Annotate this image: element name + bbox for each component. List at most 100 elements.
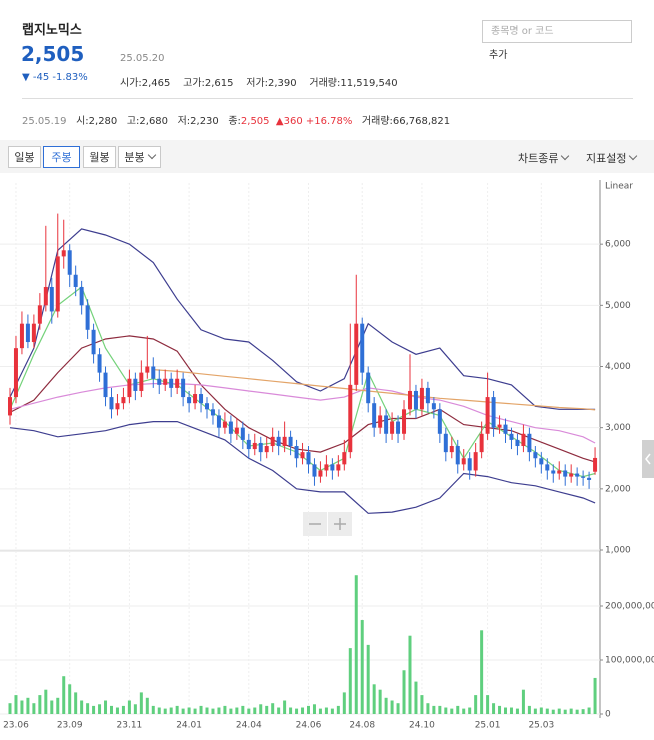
volume-bar [253, 707, 257, 714]
volume-bar [211, 708, 215, 714]
volume-bar [56, 697, 60, 714]
volume-bar [199, 705, 203, 714]
volume-bar [444, 707, 448, 714]
volume-bar [50, 700, 54, 714]
candle-body [593, 457, 598, 472]
chevron [629, 151, 638, 161]
scale-label: Linear [605, 182, 633, 192]
volume-bar [330, 708, 334, 714]
candle-body [163, 378, 168, 385]
x-tick-label: 24.06 [296, 721, 322, 731]
stat: 저가:2,390 [246, 78, 297, 89]
indicator-line [9, 383, 596, 444]
add-button[interactable]: 추가 [489, 50, 508, 61]
volume-bar [354, 575, 358, 714]
y-tick-label: 6,000 [605, 240, 631, 250]
candle-body [127, 378, 132, 398]
volume-bar [121, 705, 125, 714]
volume-bar [271, 703, 275, 714]
tab[interactable]: 일봉 [8, 146, 41, 168]
candle-body [330, 464, 335, 471]
candle-body [425, 387, 430, 404]
y-tick-label: 5,000 [605, 301, 631, 311]
volume-bar [557, 708, 561, 714]
volume-bar [575, 709, 579, 714]
menu[interactable]: 차트종류 [518, 150, 570, 166]
candle-body [455, 446, 460, 465]
candle-body [587, 477, 592, 480]
candle-body [372, 403, 377, 428]
candle-body [575, 473, 580, 477]
candle-body [216, 415, 221, 428]
x-tick-label: 23.09 [57, 721, 83, 731]
stat: 고가:2,615 [183, 78, 234, 89]
candle-body [407, 390, 412, 410]
volume-bar [474, 695, 478, 714]
volume-bar [498, 705, 502, 714]
side-tab[interactable] [642, 440, 654, 478]
candle-body [545, 464, 550, 471]
volume-bar [62, 676, 66, 714]
candle-body [312, 464, 317, 477]
volume-bar [521, 689, 525, 714]
stock-name: 랩지노믹스 [22, 23, 82, 38]
x-tick-label: 24.08 [349, 721, 375, 731]
candle-body [569, 473, 574, 477]
candle-body [354, 323, 359, 385]
volume-bar [539, 707, 543, 714]
volume-bar [312, 704, 316, 714]
zoom-controls[interactable] [303, 512, 352, 536]
candle-body [85, 305, 90, 330]
x-tick-label: 25.01 [475, 721, 501, 731]
tab[interactable]: 분봉 [118, 146, 161, 168]
volume-bar [486, 695, 490, 714]
candle-body [300, 452, 305, 459]
volume-bar [408, 635, 412, 714]
candle-body [306, 452, 311, 465]
tab-selected[interactable]: 주봉 [43, 146, 80, 168]
candle-body [169, 378, 174, 388]
volume-bar [265, 705, 269, 714]
candle-body [145, 366, 150, 373]
volume-bar [20, 700, 24, 714]
volume-bar [504, 707, 508, 714]
candle-body [25, 323, 30, 343]
candle-body [521, 433, 526, 447]
volume-bar [98, 704, 102, 714]
candle-body [378, 415, 383, 428]
candle-body [181, 378, 186, 398]
search-box[interactable]: 종목명 or 코드 [482, 20, 632, 43]
candle-body [402, 409, 407, 434]
candle-body [151, 366, 156, 379]
volume-bar [115, 707, 119, 714]
price: 2,505 [21, 42, 85, 66]
x-tick-label: 23.06 [3, 721, 29, 731]
tab[interactable]: 월봉 [83, 146, 116, 168]
chevron [147, 150, 156, 160]
candle-body [193, 394, 198, 404]
volume-bar [462, 708, 466, 714]
volume-bar [163, 708, 167, 714]
candle-body [342, 452, 347, 465]
volume-bar [14, 695, 18, 714]
candle-body [270, 436, 275, 447]
volume-bar [187, 707, 191, 714]
volume-bar [193, 708, 197, 714]
candle-body [228, 421, 233, 434]
candle-body [479, 433, 484, 453]
stats: 시가:2,465 고가:2,615 저가:2,390 거래량:11,519,54… [120, 74, 398, 89]
candle-body [294, 446, 299, 459]
volume-bar [402, 670, 406, 714]
volume-bar [92, 705, 96, 714]
candle-body [205, 403, 210, 410]
volume-bar [247, 708, 251, 714]
change: ▼ -45 -1.83% [22, 72, 88, 83]
candle-body [563, 470, 568, 477]
y-tick-label: 0 [605, 710, 611, 720]
candle-body [348, 384, 353, 453]
candle-body [157, 378, 162, 385]
volume-bar [139, 692, 143, 714]
menu[interactable]: 지표설정 [586, 150, 638, 166]
change-pct: -1.83% [52, 72, 88, 83]
